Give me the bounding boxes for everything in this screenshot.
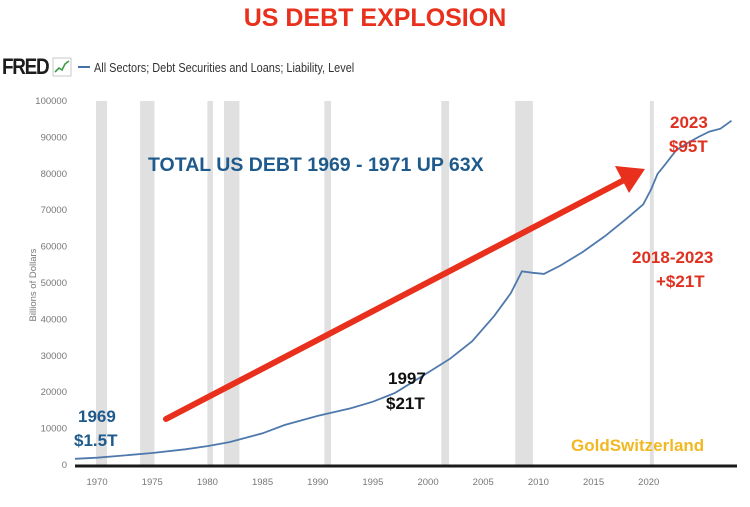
x-tick-label: 1975 [142, 477, 163, 488]
fred-header: FRED All Sectors; Debt Securities and Lo… [2, 52, 404, 82]
fred-chart-icon [52, 57, 72, 77]
recession-band-0 [95, 101, 107, 465]
x-tick-label: 2020 [638, 477, 659, 488]
y-tick-label: 20000 [41, 387, 67, 398]
legend-line-swatch [77, 66, 90, 68]
x-tick-label: 2005 [473, 477, 494, 488]
recession-band-3 [223, 101, 240, 465]
recession-band-1 [140, 101, 155, 465]
y-tick-label: 90000 [41, 132, 67, 143]
annotation-2023-value: $95T [669, 137, 708, 156]
y-tick-label: 30000 [41, 351, 67, 362]
y-tick-label: 40000 [41, 314, 67, 325]
watermark-goldswitzerland: GoldSwitzerland [571, 436, 704, 455]
x-tick-label: 1995 [362, 477, 383, 488]
y-tick-label: 50000 [41, 278, 67, 289]
annotation-2018-2023-years: 2018-2023 [632, 248, 713, 267]
annotation-1969-value: $1.5T [74, 431, 118, 450]
annotation-1997-year: 1997 [388, 369, 426, 388]
y-axis-label: Billions of Dollars [28, 248, 39, 321]
recession-band-6 [515, 101, 533, 465]
chart-title: TOTAL US DEBT 1969 - 1971 UP 63X [148, 154, 484, 176]
x-tick-label: 2015 [583, 477, 604, 488]
x-tick-label: 2000 [417, 477, 438, 488]
y-tick-label: 70000 [41, 205, 67, 216]
x-tick-label: 1990 [307, 477, 328, 488]
headline-title: US DEBT EXPLOSION [243, 4, 507, 32]
y-tick-label: 0 [62, 460, 67, 471]
recession-band-5 [441, 101, 450, 465]
annotation-2023-year: 2023 [670, 113, 708, 132]
y-tick-label: 80000 [41, 169, 67, 180]
annotation-1997-value: $21T [386, 394, 425, 413]
y-tick-label: 100000 [35, 96, 67, 107]
series-line-total-debt [74, 119, 733, 460]
recession-band-4 [324, 101, 331, 465]
y-tick-label: 60000 [41, 242, 67, 253]
recession-band-2 [207, 101, 213, 465]
recession-band-7 [649, 101, 654, 465]
recession-bands [95, 101, 654, 465]
x-tick-label: 1980 [197, 477, 218, 488]
x-tick-label: 2010 [528, 477, 549, 488]
trend-arrow [163, 166, 645, 422]
annotation-2018-2023-change: +$21T [656, 272, 705, 291]
annotation-1969-year: 1969 [78, 407, 116, 426]
y-axis-ticks: 0 10000 20000 30000 40000 50000 60000 70000 8000… [35, 96, 67, 471]
x-tick-label: 1970 [86, 477, 107, 488]
x-axis-ticks: 1970 1975 1980 1985 1990 1995 2000 2005 2010 2015… [86, 477, 659, 488]
series-legend: All Sectors; Debt Securities and Loans; … [93, 59, 355, 75]
x-tick-label: 1985 [252, 477, 273, 488]
fred-logo: FRED [2, 54, 50, 79]
y-tick-label: 10000 [41, 424, 67, 435]
